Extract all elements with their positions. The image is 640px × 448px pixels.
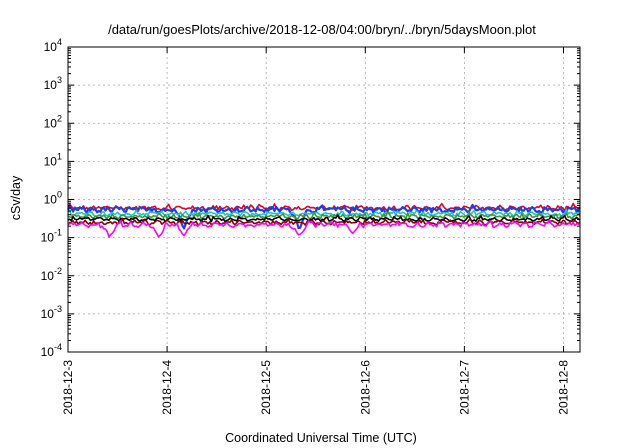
y-tick-label: 104 xyxy=(44,37,62,54)
y-tick-label: 10-3 xyxy=(41,304,62,321)
series-line xyxy=(67,219,581,238)
grid xyxy=(68,47,580,352)
series-line xyxy=(67,217,581,226)
series-group xyxy=(67,202,581,238)
series-line xyxy=(67,214,581,223)
y-axis: 104 103 102 101 100 10-1 10-2 10-3 10-4 xyxy=(41,37,580,359)
series-line xyxy=(67,203,581,230)
x-tick-label: 2018-12-5 xyxy=(259,360,273,415)
y-tick-label: 10-1 xyxy=(41,228,62,245)
y-axis-title: cSv/day xyxy=(9,175,23,220)
y-tick-label: 103 xyxy=(44,75,62,92)
x-axis-title: Coordinated Universal Time (UTC) xyxy=(225,431,417,445)
x-axis: 2018-12-3 2018-12-4 2018-12-5 2018-12-6 2018… xyxy=(61,47,570,415)
chart-title: /data/run/goesPlots/archive/2018-12-08/0… xyxy=(108,22,536,37)
series-line xyxy=(67,208,581,218)
y-tick-label: 102 xyxy=(44,113,62,130)
y-tick-label: 10-4 xyxy=(41,342,62,359)
x-tick-label: 2018-12-4 xyxy=(160,360,174,415)
x-tick-label: 2018-12-3 xyxy=(61,360,75,415)
y-tick-label: 100 xyxy=(44,190,62,207)
y-tick-label: 101 xyxy=(44,151,62,168)
series-line xyxy=(67,202,581,212)
x-tick-label: 2018-12-7 xyxy=(457,360,471,415)
y-tick-label: 10-2 xyxy=(41,266,62,283)
x-tick-label: 2018-12-6 xyxy=(358,360,372,415)
series-line xyxy=(67,211,581,220)
x-tick-label: 2018-12-8 xyxy=(556,360,570,415)
